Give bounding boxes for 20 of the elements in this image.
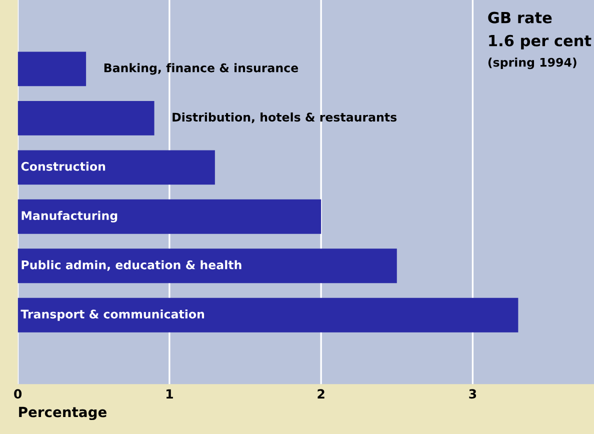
x-axis-title: Percentage (19, 406, 107, 420)
bar (18, 199, 322, 234)
y-tick-label: Distribution, hotels & restaurants (172, 112, 397, 124)
x-tick-label: 2 (318, 389, 324, 398)
bar (18, 298, 518, 332)
x-tick-label: 3 (469, 389, 476, 399)
y-tick-label: Public admin, education & health (22, 260, 242, 271)
text: GB rate (488, 12, 552, 24)
y-tick-label: Construction (21, 162, 106, 171)
bar (18, 52, 86, 86)
annotation: (spring 1994) (488, 58, 576, 70)
x-tick-label: 1 (166, 389, 173, 398)
bar (18, 150, 215, 185)
text: 1.6 per cent (489, 34, 592, 50)
x-tick-label: 0 (14, 389, 22, 399)
bar (18, 248, 397, 284)
y-tick-label: Banking, finance & insurance (104, 63, 298, 75)
y-tick-label: Manufacturing (22, 210, 118, 222)
y-tick-label: Transport & communication (20, 309, 204, 321)
bar (18, 100, 154, 136)
